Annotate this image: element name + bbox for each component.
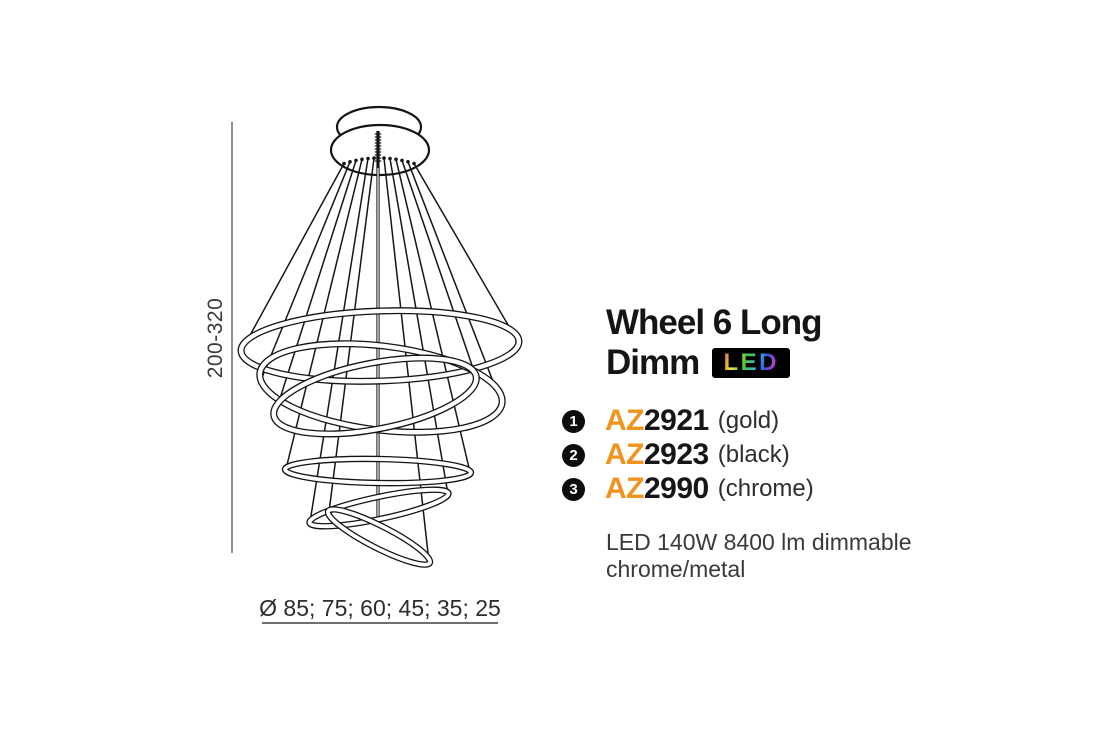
variant-bullet-1: 1	[562, 409, 585, 433]
ring-3-d60	[270, 354, 480, 438]
ring-5-d35	[306, 486, 452, 530]
led-badge-label: LED	[724, 343, 780, 383]
height-dimension: 200-320	[204, 122, 233, 553]
ring-4-d45	[281, 455, 475, 487]
code-prefix: AZ	[605, 404, 645, 437]
code-prefix: AZ	[605, 438, 645, 471]
chandelier-drawing: 200-320 Ø 85; 75; 60; 45; 35; 25	[204, 105, 523, 624]
variant-finish-2: (black)	[717, 441, 790, 468]
variant-code-2: AZ2923	[605, 438, 709, 472]
diameters-label: Ø 85; 75; 60; 45; 35; 25	[259, 595, 501, 621]
product-title-line2: Dimm	[606, 343, 700, 382]
height-range-label: 200-320	[204, 298, 227, 379]
code-prefix: AZ	[605, 472, 645, 505]
variant-row-gold: 1 AZ2921 (gold)	[562, 404, 814, 438]
variant-finish-3: (chrome)	[717, 475, 814, 502]
code-number: 2923	[644, 438, 709, 471]
variant-row-chrome: 3 AZ2990 (chrome)	[562, 472, 814, 506]
diameter-dimension: Ø 85; 75; 60; 45; 35; 25	[259, 595, 501, 624]
spec-line-material: chrome/metal	[606, 556, 746, 582]
product-title-block: Wheel 6 Long Dimm LED	[606, 303, 822, 383]
variant-finish-1: (gold)	[717, 407, 780, 434]
code-number: 2990	[644, 472, 709, 505]
spec-line-power: LED 140W 8400 lm dimmable	[606, 529, 912, 555]
variant-code-1: AZ2921	[605, 404, 709, 438]
ring-1-d85	[237, 307, 523, 385]
ring-6-d25	[324, 506, 434, 568]
variant-code-3: AZ2990	[605, 472, 709, 506]
spec-block: LED 140W 8400 lm dimmable chrome/metal	[606, 529, 912, 583]
variant-list: 1 AZ2921 (gold) 2 AZ2923 (black) 3 AZ299…	[562, 404, 814, 506]
variant-bullet-3: 3	[562, 477, 585, 501]
central-rod	[374, 131, 382, 524]
code-number: 2921	[644, 404, 709, 437]
led-badge: LED	[712, 348, 791, 378]
variant-bullet-2: 2	[562, 443, 585, 467]
cable-attachment-dots	[342, 156, 416, 166]
variant-row-black: 2 AZ2923 (black)	[562, 438, 814, 472]
product-title-line1: Wheel 6 Long	[606, 303, 822, 342]
